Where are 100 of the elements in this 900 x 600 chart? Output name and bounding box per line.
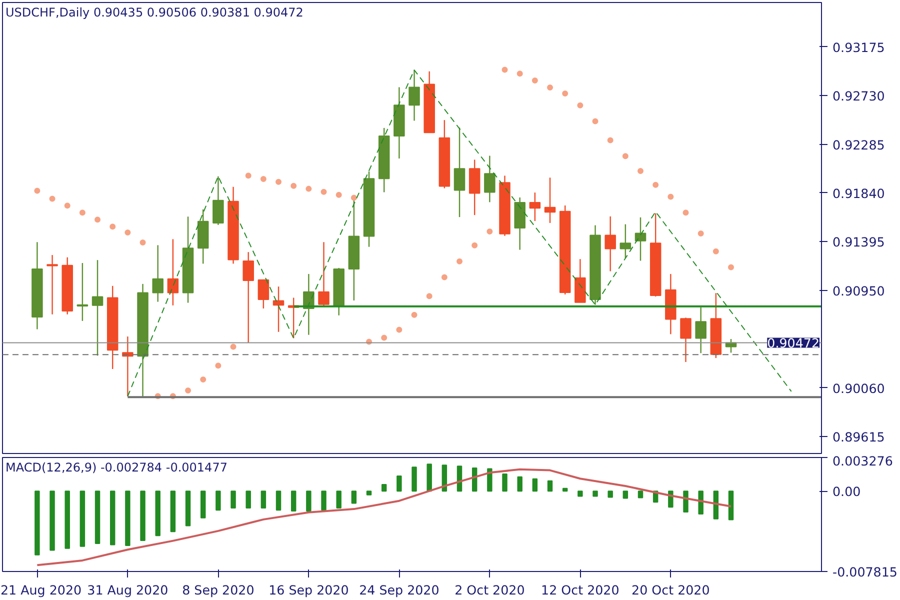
point — [712, 248, 719, 254]
bar — [532, 478, 538, 492]
x-tick-label: 21 Aug 2020 — [0, 582, 82, 598]
point — [652, 182, 659, 188]
point — [336, 192, 342, 198]
candlestick — [484, 155, 496, 203]
point — [562, 90, 568, 96]
point — [411, 312, 418, 318]
bar — [80, 490, 86, 547]
bar — [216, 490, 221, 511]
point — [638, 168, 644, 174]
point — [79, 210, 86, 216]
bar — [170, 490, 176, 532]
candlestick — [272, 286, 284, 332]
point — [230, 344, 236, 350]
candlestick — [152, 244, 164, 302]
bar — [50, 490, 55, 551]
point — [306, 186, 312, 192]
bar — [290, 490, 296, 512]
chart-title: USDCHF,Daily 0.90435 0.90506 0.90381 0.90472 — [6, 6, 304, 20]
point — [472, 242, 478, 248]
candlestick — [680, 317, 692, 363]
bar — [592, 490, 598, 497]
chart-title: MACD(12,26,9) -0.002784 -0.001477 — [6, 460, 228, 474]
bar — [412, 466, 417, 492]
point — [622, 153, 628, 160]
point — [260, 176, 266, 182]
bar — [698, 490, 704, 514]
point — [456, 258, 463, 264]
bar — [381, 484, 387, 492]
bar — [321, 490, 326, 511]
bar — [64, 490, 70, 549]
bar — [396, 475, 402, 492]
y-tick-label: 0.91395 — [832, 234, 885, 250]
x-tick-label: 24 Sep 2020 — [359, 582, 440, 598]
bar — [230, 490, 236, 509]
bar — [125, 490, 130, 546]
point — [290, 182, 297, 189]
point — [140, 239, 146, 246]
bar — [351, 490, 357, 504]
bar — [426, 464, 432, 492]
point — [668, 194, 674, 200]
point — [110, 224, 116, 230]
point — [320, 188, 327, 195]
candlestick — [242, 251, 254, 344]
point — [607, 137, 614, 144]
y-tick-label: 0.90060 — [832, 380, 885, 396]
bar — [246, 490, 251, 509]
x-tick-label: 12 Oct 2020 — [541, 582, 620, 598]
candlestick — [92, 259, 104, 356]
x-tick-label: 2 Oct 2020 — [454, 582, 525, 598]
bar — [547, 480, 553, 492]
y-tick-label: 0.003276 — [832, 454, 893, 468]
candlestick — [212, 176, 224, 226]
bar — [502, 474, 508, 492]
x-tick-label: 31 Aug 2020 — [87, 582, 168, 598]
bar — [140, 490, 146, 542]
bar — [306, 490, 312, 512]
candlestick — [544, 177, 556, 224]
point — [215, 362, 222, 369]
bar — [94, 490, 100, 544]
bar — [517, 476, 522, 492]
y-tick-label: 0.00 — [832, 484, 861, 500]
candlestick — [167, 238, 179, 306]
bar — [608, 490, 613, 498]
x-tick-label: 16 Sep 2020 — [268, 582, 349, 598]
y-tick-label: 0.92285 — [832, 137, 885, 152]
point — [200, 376, 206, 382]
bar — [260, 490, 266, 509]
y-tick-label: -0.007815 — [832, 564, 898, 580]
point — [486, 228, 493, 234]
point — [502, 66, 508, 73]
bar — [578, 490, 583, 497]
bar — [713, 490, 719, 520]
point — [276, 178, 282, 185]
y-tick-label: 0.89615 — [832, 430, 885, 445]
candlestick — [634, 216, 646, 262]
point — [34, 188, 40, 194]
point — [516, 70, 523, 77]
point — [94, 216, 101, 223]
bar — [728, 490, 734, 520]
candlestick — [46, 254, 58, 315]
point — [698, 230, 704, 236]
y-tick-label: 0.91840 — [832, 186, 885, 201]
point — [396, 326, 402, 333]
point — [682, 210, 689, 216]
bar — [562, 488, 568, 492]
bar — [366, 490, 372, 496]
bar — [487, 468, 492, 492]
point — [124, 229, 131, 236]
bar — [638, 490, 644, 498]
point — [577, 102, 584, 108]
y-tick-label: 0.92730 — [832, 88, 885, 104]
bar — [110, 490, 116, 546]
candlestick — [604, 216, 616, 272]
point — [185, 387, 192, 394]
candlestick — [318, 242, 330, 308]
candlestick — [258, 278, 270, 310]
point — [350, 194, 357, 201]
point — [441, 274, 448, 280]
